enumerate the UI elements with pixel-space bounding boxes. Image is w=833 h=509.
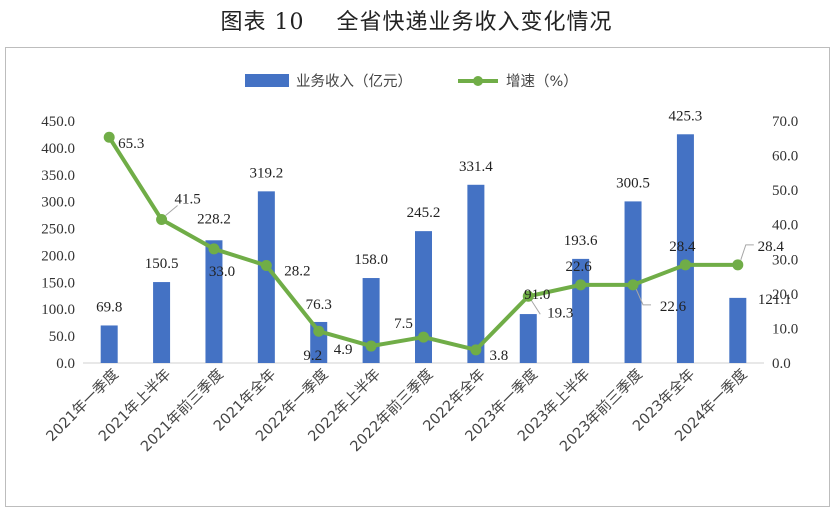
growth-point	[313, 325, 325, 337]
growth-value-label: 22.6	[660, 299, 687, 315]
growth-value-label: 4.9	[334, 342, 353, 358]
growth-point	[208, 243, 220, 255]
growth-value-label: 3.8	[490, 348, 509, 364]
growth-value-label: 28.2	[284, 264, 310, 280]
bar	[415, 231, 432, 363]
bar-value-label: 319.2	[249, 165, 283, 181]
bar-value-label: 150.5	[145, 256, 179, 272]
bar-value-label: 91.0	[524, 287, 550, 303]
growth-point	[627, 279, 639, 291]
bar-value-label: 425.3	[669, 108, 703, 124]
y-right-tick-label: 30.0	[772, 252, 798, 268]
bar-value-label: 121.1	[758, 292, 792, 308]
bar	[676, 134, 694, 363]
bar-series	[100, 134, 747, 363]
growth-point	[156, 214, 168, 226]
legend-line-marker	[473, 76, 483, 86]
y-left-tick-label: 400.0	[41, 141, 75, 157]
growth-point	[522, 290, 534, 302]
growth-point	[365, 340, 377, 352]
bar-value-label: 245.2	[407, 205, 441, 221]
y-left-tick-label: 0.0	[56, 356, 75, 372]
growth-value-label: 28.4	[669, 239, 696, 255]
legend-bar-label: 业务收入（亿元）	[296, 73, 412, 90]
chart-frame: 业务收入（亿元） 增速（%） 0.0 50.0 100.0 150.0 200.0 250.…	[5, 47, 830, 507]
bar	[729, 297, 747, 363]
y-left-tick-label: 450.0	[41, 114, 75, 130]
legend-bar-swatch	[245, 74, 289, 87]
growth-value-label: 41.5	[174, 192, 200, 208]
y-left-tick-label: 350.0	[41, 168, 75, 184]
leader-line	[740, 244, 754, 260]
y-left-tick-label: 300.0	[41, 195, 75, 211]
bar	[205, 240, 223, 363]
figure-title: 图表 10 全省快递业务收入变化情况	[220, 10, 613, 35]
bar	[100, 325, 118, 363]
y-right-tick-label: 40.0	[772, 218, 798, 234]
legend-line-label: 增速（%）	[506, 73, 578, 90]
growth-point	[470, 344, 482, 356]
growth-point	[732, 259, 744, 271]
y-right-tick-label: 20.0	[772, 287, 798, 303]
y-right-tick-label: 0.0	[772, 356, 791, 372]
bar	[519, 314, 537, 363]
leader-line	[635, 288, 652, 306]
growth-value-label: 28.4	[758, 239, 785, 255]
leader-line	[530, 300, 541, 315]
growth-point	[575, 279, 587, 291]
growth-point	[260, 260, 272, 272]
growth-value-label: 19.3	[547, 305, 573, 321]
growth-point	[679, 259, 691, 271]
leader-lines	[165, 205, 754, 315]
combo-chart: 业务收入（亿元） 增速（%） 0.0 50.0 100.0 150.0 200.0 250.…	[41, 73, 798, 455]
data-labels: 69.8 150.5 228.2 319.2 76.3 158.0 245.2 331.4 91…	[96, 108, 792, 364]
y-left-tick-label: 100.0	[41, 302, 75, 318]
y-right-tick-label: 10.0	[772, 321, 798, 337]
growth-value-label: 33.0	[209, 264, 235, 280]
y-left-tick-label: 200.0	[41, 248, 75, 264]
y-right-tick-label: 70.0	[772, 114, 798, 130]
bar-value-label: 158.0	[354, 252, 388, 268]
bar	[257, 191, 275, 363]
bar-value-label: 228.2	[197, 211, 231, 227]
line-series	[103, 131, 744, 356]
y-right-tick-label: 60.0	[772, 149, 798, 165]
bar-value-label: 76.3	[306, 297, 332, 313]
bar-value-label: 193.6	[564, 233, 598, 249]
bar-value-label: 69.8	[96, 299, 122, 315]
bar	[362, 278, 380, 363]
y-right-tick-label: 50.0	[772, 183, 798, 199]
bar	[153, 282, 171, 363]
legend: 业务收入（亿元） 增速（%）	[245, 73, 578, 90]
growth-value-label: 22.6	[566, 259, 593, 275]
bar	[467, 184, 485, 363]
growth-value-label: 9.2	[303, 348, 322, 364]
leader-line	[165, 205, 178, 216]
y-left-tick-label: 50.0	[49, 329, 75, 345]
growth-value-label: 65.3	[118, 136, 144, 152]
growth-value-label: 7.5	[394, 316, 413, 332]
growth-point	[103, 131, 115, 143]
growth-point	[418, 331, 429, 343]
y-left-tick-label: 250.0	[41, 222, 75, 238]
bar-value-label: 331.4	[459, 159, 493, 175]
bar-value-label: 300.5	[616, 175, 650, 191]
y-left-tick-label: 150.0	[41, 275, 75, 291]
